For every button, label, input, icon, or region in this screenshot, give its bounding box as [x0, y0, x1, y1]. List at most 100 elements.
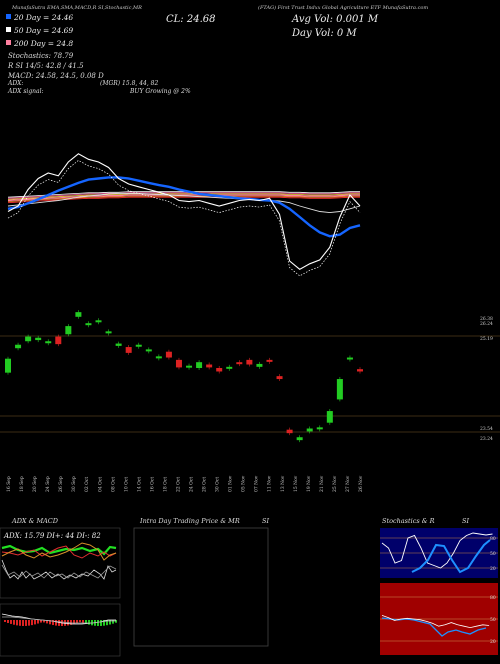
- adx-red-line: [1, 545, 117, 559]
- macd-bar: [46, 620, 48, 624]
- rsi-stat: R SI 14/5: 42.8 / 41.5: [7, 62, 84, 70]
- rsi-tick-20: 20: [490, 639, 496, 645]
- avg-volume-label: Avg Vol: 0.001 M: [291, 14, 379, 25]
- date-tick-label: 08 Oct: [110, 477, 116, 492]
- macd-bar: [49, 620, 51, 625]
- ma-band-line-3: [7, 192, 360, 199]
- price-line: [7, 153, 361, 270]
- macd-bar: [82, 620, 84, 623]
- candlestick-chart: 26.38 26.24 25.19 23.54 23.24: [0, 310, 500, 443]
- date-tick-label: 04 Oct: [97, 477, 103, 492]
- candle: [266, 359, 273, 362]
- date-tick-label: 28 Oct: [202, 477, 208, 492]
- candle: [296, 437, 303, 441]
- macd-bar: [37, 620, 39, 624]
- macd-bar: [103, 620, 105, 626]
- legend-swatch-20-day: [6, 14, 11, 19]
- date-tick-label: 07 Nov: [254, 475, 260, 492]
- adx-green-line: [1, 544, 117, 556]
- candle: [196, 362, 203, 368]
- candle: [306, 428, 313, 432]
- macd-bar: [22, 620, 24, 626]
- candle: [346, 357, 353, 360]
- macd-stat: MACD: 24.58, 24.5, 0.08 D: [7, 72, 104, 80]
- date-tick-label: 11 Nov: [267, 475, 273, 492]
- adx-orange-line: [1, 542, 117, 561]
- price-label-top-1: 26.38: [480, 316, 493, 322]
- macd-bar: [70, 620, 72, 625]
- macd-signal-line: [2, 616, 116, 624]
- price-dotted-line: [7, 159, 361, 277]
- macd-bar: [13, 620, 15, 625]
- adx-signal-value: BUY Growing @ 2%: [129, 88, 191, 95]
- date-tick-label: 30 Sep: [71, 476, 77, 492]
- macd-panel: [0, 603, 121, 657]
- date-tick-label: 02 Oct: [84, 477, 90, 492]
- rsi-blue-line: [381, 617, 487, 637]
- adx-readout: ADX: 15.79 DI+: 44 DI-: 82: [3, 532, 101, 540]
- stoch-tick-80: 80: [490, 536, 496, 542]
- intraday-panel: [133, 527, 269, 647]
- date-tick-label: 22 Oct: [176, 477, 182, 492]
- date-tick-label: 24 Oct: [189, 477, 195, 492]
- candle: [45, 341, 52, 344]
- candle: [85, 323, 92, 326]
- macd-bar: [25, 620, 27, 626]
- adx-gray-line: [1, 564, 117, 579]
- date-tick-label: 16 Oct: [149, 477, 155, 492]
- date-tick-label: 13 Nov: [280, 475, 286, 492]
- candle: [145, 349, 152, 352]
- macd-panel-frame: [0, 603, 121, 657]
- candle: [105, 331, 112, 334]
- legend-50-day: 50 Day = 24.69: [14, 26, 73, 35]
- macd-bar: [19, 620, 21, 626]
- macd-bar: [76, 620, 78, 624]
- legend-swatch-50-day: [6, 27, 11, 32]
- candle: [286, 429, 293, 434]
- macd-bar: [88, 620, 90, 625]
- intraday-panel-title: Intra Day Trading Price & MR: [139, 517, 240, 525]
- legend-20-day: 20 Day = 24.46: [13, 13, 73, 22]
- candle: [5, 358, 11, 373]
- macd-bar: [109, 620, 111, 625]
- stochastics-stat: Stochastics: 78.79: [8, 52, 74, 60]
- candle: [226, 366, 233, 369]
- candle: [25, 336, 32, 342]
- rsi-line: [381, 615, 490, 629]
- candle: [186, 365, 193, 368]
- adx-label: ADX:: [7, 80, 23, 87]
- date-tick-label: 18 Oct: [162, 477, 168, 492]
- macd-bar: [85, 620, 87, 624]
- macd-bar: [55, 620, 57, 626]
- date-tick-label: 27 Nov: [345, 475, 351, 492]
- macd-bar: [28, 620, 30, 626]
- macd-bar: [79, 620, 81, 623]
- price-label-bot-1: 23.54: [480, 426, 493, 432]
- adx-panel: ADX: 15.79 DI+: 44 DI-: 82: [0, 527, 121, 599]
- moving-average-legend: 20 Day = 24.46 50 Day = 24.69 200 Day = …: [6, 13, 73, 48]
- candle: [256, 363, 263, 367]
- stochastic-panel: 80 50 20: [380, 528, 498, 578]
- macd-bar: [112, 620, 114, 624]
- macd-bar: [52, 620, 54, 626]
- candle: [175, 359, 182, 368]
- ma-band-line-2: [7, 193, 360, 200]
- chart-title: (FTAG) First Trust Indxx Global Agricult…: [258, 4, 428, 11]
- adx-panel-frame: [0, 527, 121, 599]
- stoch-panel-suffix: SI: [462, 517, 469, 525]
- macd-bar: [73, 620, 75, 625]
- macd-bar: [97, 620, 99, 626]
- price-label-bot-2: 23.24: [480, 436, 493, 442]
- price-label-top-2: 26.24: [480, 321, 493, 327]
- candle: [326, 411, 333, 423]
- date-tick-label: 26 Nov: [358, 475, 364, 492]
- macd-bar: [4, 620, 6, 622]
- intraday-panel-suffix: SI: [262, 517, 269, 525]
- macd-bar: [16, 620, 18, 626]
- date-axis: 16 Sep 18 Sep 20 Sep 24 Sep 26 Sep 30 Sep 02 O…: [6, 475, 364, 492]
- stoch-tick-50: 50: [490, 551, 496, 557]
- date-tick-label: 05 Nov: [241, 475, 247, 492]
- date-tick-label: 16 Sep: [6, 476, 12, 492]
- candle: [236, 362, 243, 365]
- macd-bar: [58, 620, 60, 626]
